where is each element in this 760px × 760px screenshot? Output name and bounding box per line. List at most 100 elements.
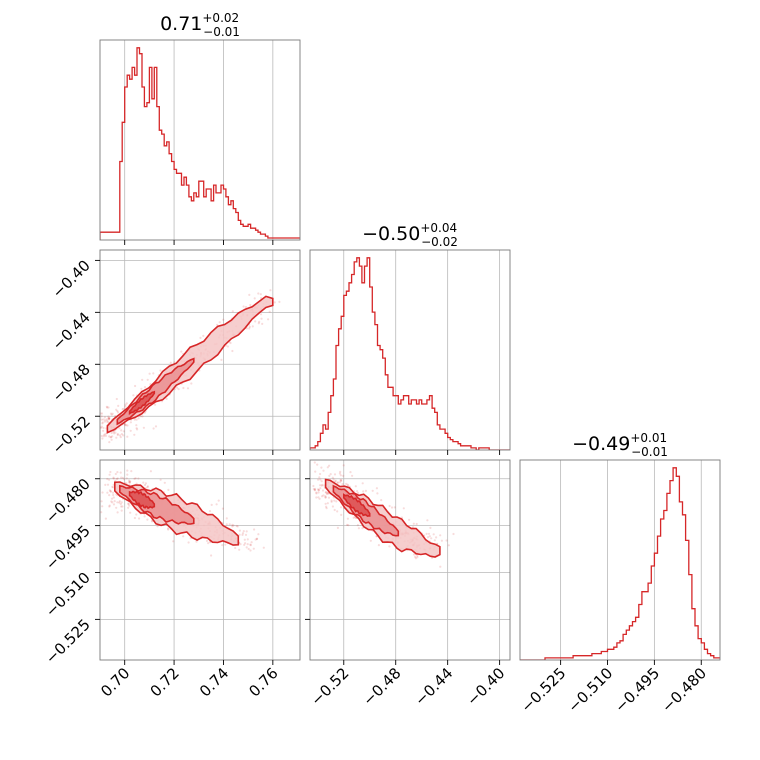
scatter-point [186,387,190,390]
scatter-point [182,386,185,390]
scatter-point [139,415,142,418]
grid [560,460,702,660]
scatter-point [243,538,246,541]
scatter-point [324,496,327,499]
scatter-point [336,481,339,484]
scatter-point [246,543,249,546]
contour-level-2 [128,490,156,510]
scatter-point [439,565,442,568]
scatter-point [101,505,104,508]
panel-r2-c0: −0.525−0.510−0.495−0.480 0.70 0.72 0.74 0.76 [42,455,301,700]
contour-level-1 [116,357,195,426]
scatter-point [110,500,113,503]
scatter-point [244,305,248,309]
scatter-point [380,499,383,502]
panel-frame [99,249,301,451]
scatter-point [241,533,244,537]
y-tick-label-2: −0.44 [49,308,94,353]
scatter-point [102,418,105,421]
scatter-point [129,421,132,424]
scatter-point [104,483,107,486]
scatter-point [215,503,218,506]
scatter-point [159,478,162,481]
scatter-point [182,535,185,538]
scatter-point [97,437,99,439]
scatter-point [426,536,430,539]
scatter-point [388,504,391,508]
scatter-point [239,543,242,546]
scatter-point [127,506,130,509]
scatter-point [120,433,123,436]
scatter-point [108,435,111,438]
scatter-point [249,549,252,552]
scatter-point [103,420,106,423]
scatter-point [104,433,107,436]
scatter-point [375,535,378,538]
scatter-point [320,466,323,469]
panel-frame [99,459,301,661]
scatter-point [428,535,431,538]
scatter-point [315,491,318,494]
y-tick-label-2: −0.495 [42,522,94,574]
scatter-point [376,492,379,495]
scatter-point [319,472,322,476]
histogram-1 [310,257,510,450]
scatter-point [119,502,122,506]
scatter-point [104,517,107,520]
scatter-point [126,435,129,438]
scatter-point [97,488,99,490]
scatter-point [225,517,228,520]
grid [310,460,510,660]
scatter-point [108,418,111,421]
scatter-point [427,532,431,535]
scatter-point [339,474,342,477]
scatter-point [333,499,336,502]
scatter-point [177,388,180,391]
scatter-point [332,478,335,481]
scatter-point [105,455,107,457]
scatter-point [347,524,350,527]
scatter-point [149,470,152,473]
panel-frame [309,249,511,451]
scatter-point [445,539,448,542]
scatter-point [440,539,443,542]
scatter-point [146,485,149,488]
scatter-point [321,489,325,492]
scatter-point [232,524,235,527]
histogram-2 [520,467,720,660]
scatter-point [325,492,328,495]
scatter-point [116,471,119,474]
scatter-point [175,386,179,389]
scatter-point [245,530,248,533]
scatter-point [220,358,223,361]
scatter-point [318,476,321,479]
scatter-point [112,476,115,479]
scatter-point [100,425,103,428]
scatter-point [101,491,104,494]
scatter-point [248,327,251,330]
scatter-point [108,489,111,492]
scatter-point [317,488,321,491]
scatter-point [352,516,355,519]
scatter-point [129,480,132,483]
y-tick-label-0: −0.52 [49,412,94,457]
scatter-point [349,471,352,474]
scatter-point [416,554,419,557]
scatter-point [262,546,265,549]
scatter-point [106,477,109,481]
scatter-point [319,487,322,490]
scatter-point [244,533,248,537]
scatter-point [143,386,147,389]
scatter-point [137,417,140,420]
scatter-point [340,479,343,482]
scatter-point [115,397,118,401]
scatter-point [321,483,324,486]
scatter-point [125,402,128,405]
scatter-point [259,313,263,316]
scatter-point [106,483,110,486]
scatter-point [231,525,234,528]
title-value: −0.49 [572,433,630,455]
scatter-point [111,485,114,488]
scatter-point [202,334,205,337]
scatter-point [154,403,157,406]
